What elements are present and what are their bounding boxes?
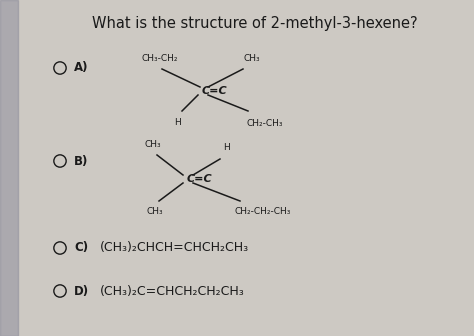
Bar	[0, 0, 18, 336]
Text: D): D)	[74, 285, 89, 297]
Text: A): A)	[74, 61, 89, 75]
Text: B): B)	[74, 155, 88, 168]
Text: What is the structure of 2-methyl-3-hexene?: What is the structure of 2-methyl-3-hexe…	[92, 16, 418, 31]
Text: CH₂-CH₂-CH₃: CH₂-CH₂-CH₃	[235, 207, 291, 216]
Text: CH₃: CH₃	[146, 207, 164, 216]
Text: CH₃: CH₃	[145, 140, 161, 149]
Text: H: H	[224, 143, 230, 152]
Text: CH₃-CH₂: CH₃-CH₂	[142, 54, 178, 63]
Text: C=C: C=C	[187, 174, 213, 184]
Text: CH₃: CH₃	[244, 54, 260, 63]
Text: C): C)	[74, 242, 88, 254]
Text: C=C: C=C	[202, 86, 228, 96]
Text: (CH₃)₂CHCH=CHCH₂CH₃: (CH₃)₂CHCH=CHCH₂CH₃	[100, 242, 249, 254]
Text: CH₂-CH₃: CH₂-CH₃	[247, 119, 283, 128]
Text: H: H	[174, 118, 182, 127]
Text: (CH₃)₂C=CHCH₂CH₂CH₃: (CH₃)₂C=CHCH₂CH₂CH₃	[100, 285, 245, 297]
